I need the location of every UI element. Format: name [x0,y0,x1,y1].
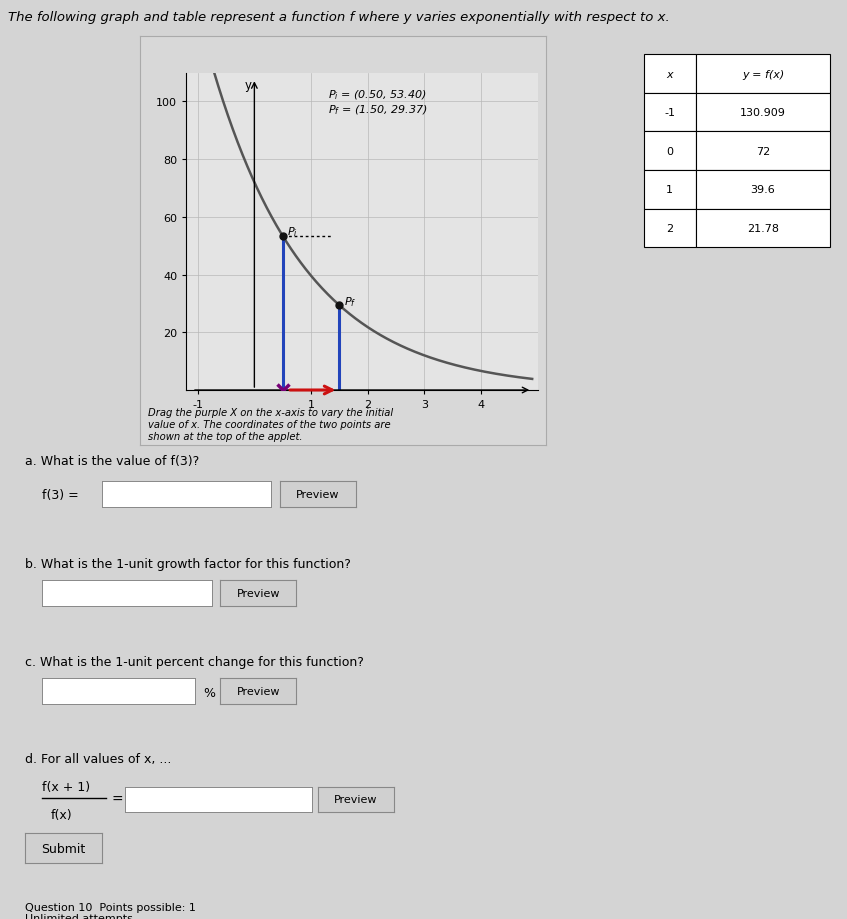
Text: 21.78: 21.78 [747,224,779,233]
Text: Submit: Submit [42,842,86,855]
Text: Drag the purple X on the x-axis to vary the initial
value of x. The coordinates : Drag the purple X on the x-axis to vary … [148,408,393,441]
Text: 130.909: 130.909 [740,108,786,118]
Text: Preview: Preview [334,795,378,804]
Text: Preview: Preview [236,589,280,598]
Text: 2: 2 [667,224,673,233]
Bar [696,171,830,210]
Bar [696,132,830,171]
Bar [696,55,830,94]
Text: The following graph and table represent a function f where y varies exponentiall: The following graph and table represent … [8,11,670,24]
Bar [696,94,830,132]
Bar [644,132,696,171]
Text: Question 10  Points possible: 1
Unlimited attempts: Question 10 Points possible: 1 Unlimited… [25,902,197,919]
Bar [644,171,696,210]
Bar [644,55,696,94]
Text: y = f(x): y = f(x) [742,70,784,79]
Text: f(x + 1): f(x + 1) [42,780,91,793]
Text: $P_f$: $P_f$ [344,294,357,308]
Text: %: % [203,686,215,699]
Text: f(x): f(x) [51,808,73,821]
Text: 1: 1 [667,186,673,195]
Text: $P_i$: $P_i$ [287,225,298,239]
Text: y: y [245,78,252,92]
Text: Preview: Preview [236,686,280,696]
Text: $P_i$ = (0.50, 53.40)
$P_f$ = (1.50, 29.37): $P_i$ = (0.50, 53.40) $P_f$ = (1.50, 29.… [328,88,428,117]
Bar [696,210,830,248]
Bar [644,94,696,132]
Text: b. What is the 1-unit growth factor for this function?: b. What is the 1-unit growth factor for … [25,558,352,571]
Text: x: x [667,70,673,79]
Text: =: = [112,791,124,806]
Text: 39.6: 39.6 [750,186,775,195]
Text: 0: 0 [667,147,673,156]
Text: d. For all values of x, ...: d. For all values of x, ... [25,753,172,766]
Text: a. What is the value of f(3)?: a. What is the value of f(3)? [25,455,200,468]
Text: c. What is the 1-unit percent change for this function?: c. What is the 1-unit percent change for… [25,655,364,668]
Text: -1: -1 [664,108,675,118]
Text: 72: 72 [756,147,770,156]
Bar [644,210,696,248]
Text: f(3) =: f(3) = [42,489,79,502]
Text: Preview: Preview [296,490,340,499]
